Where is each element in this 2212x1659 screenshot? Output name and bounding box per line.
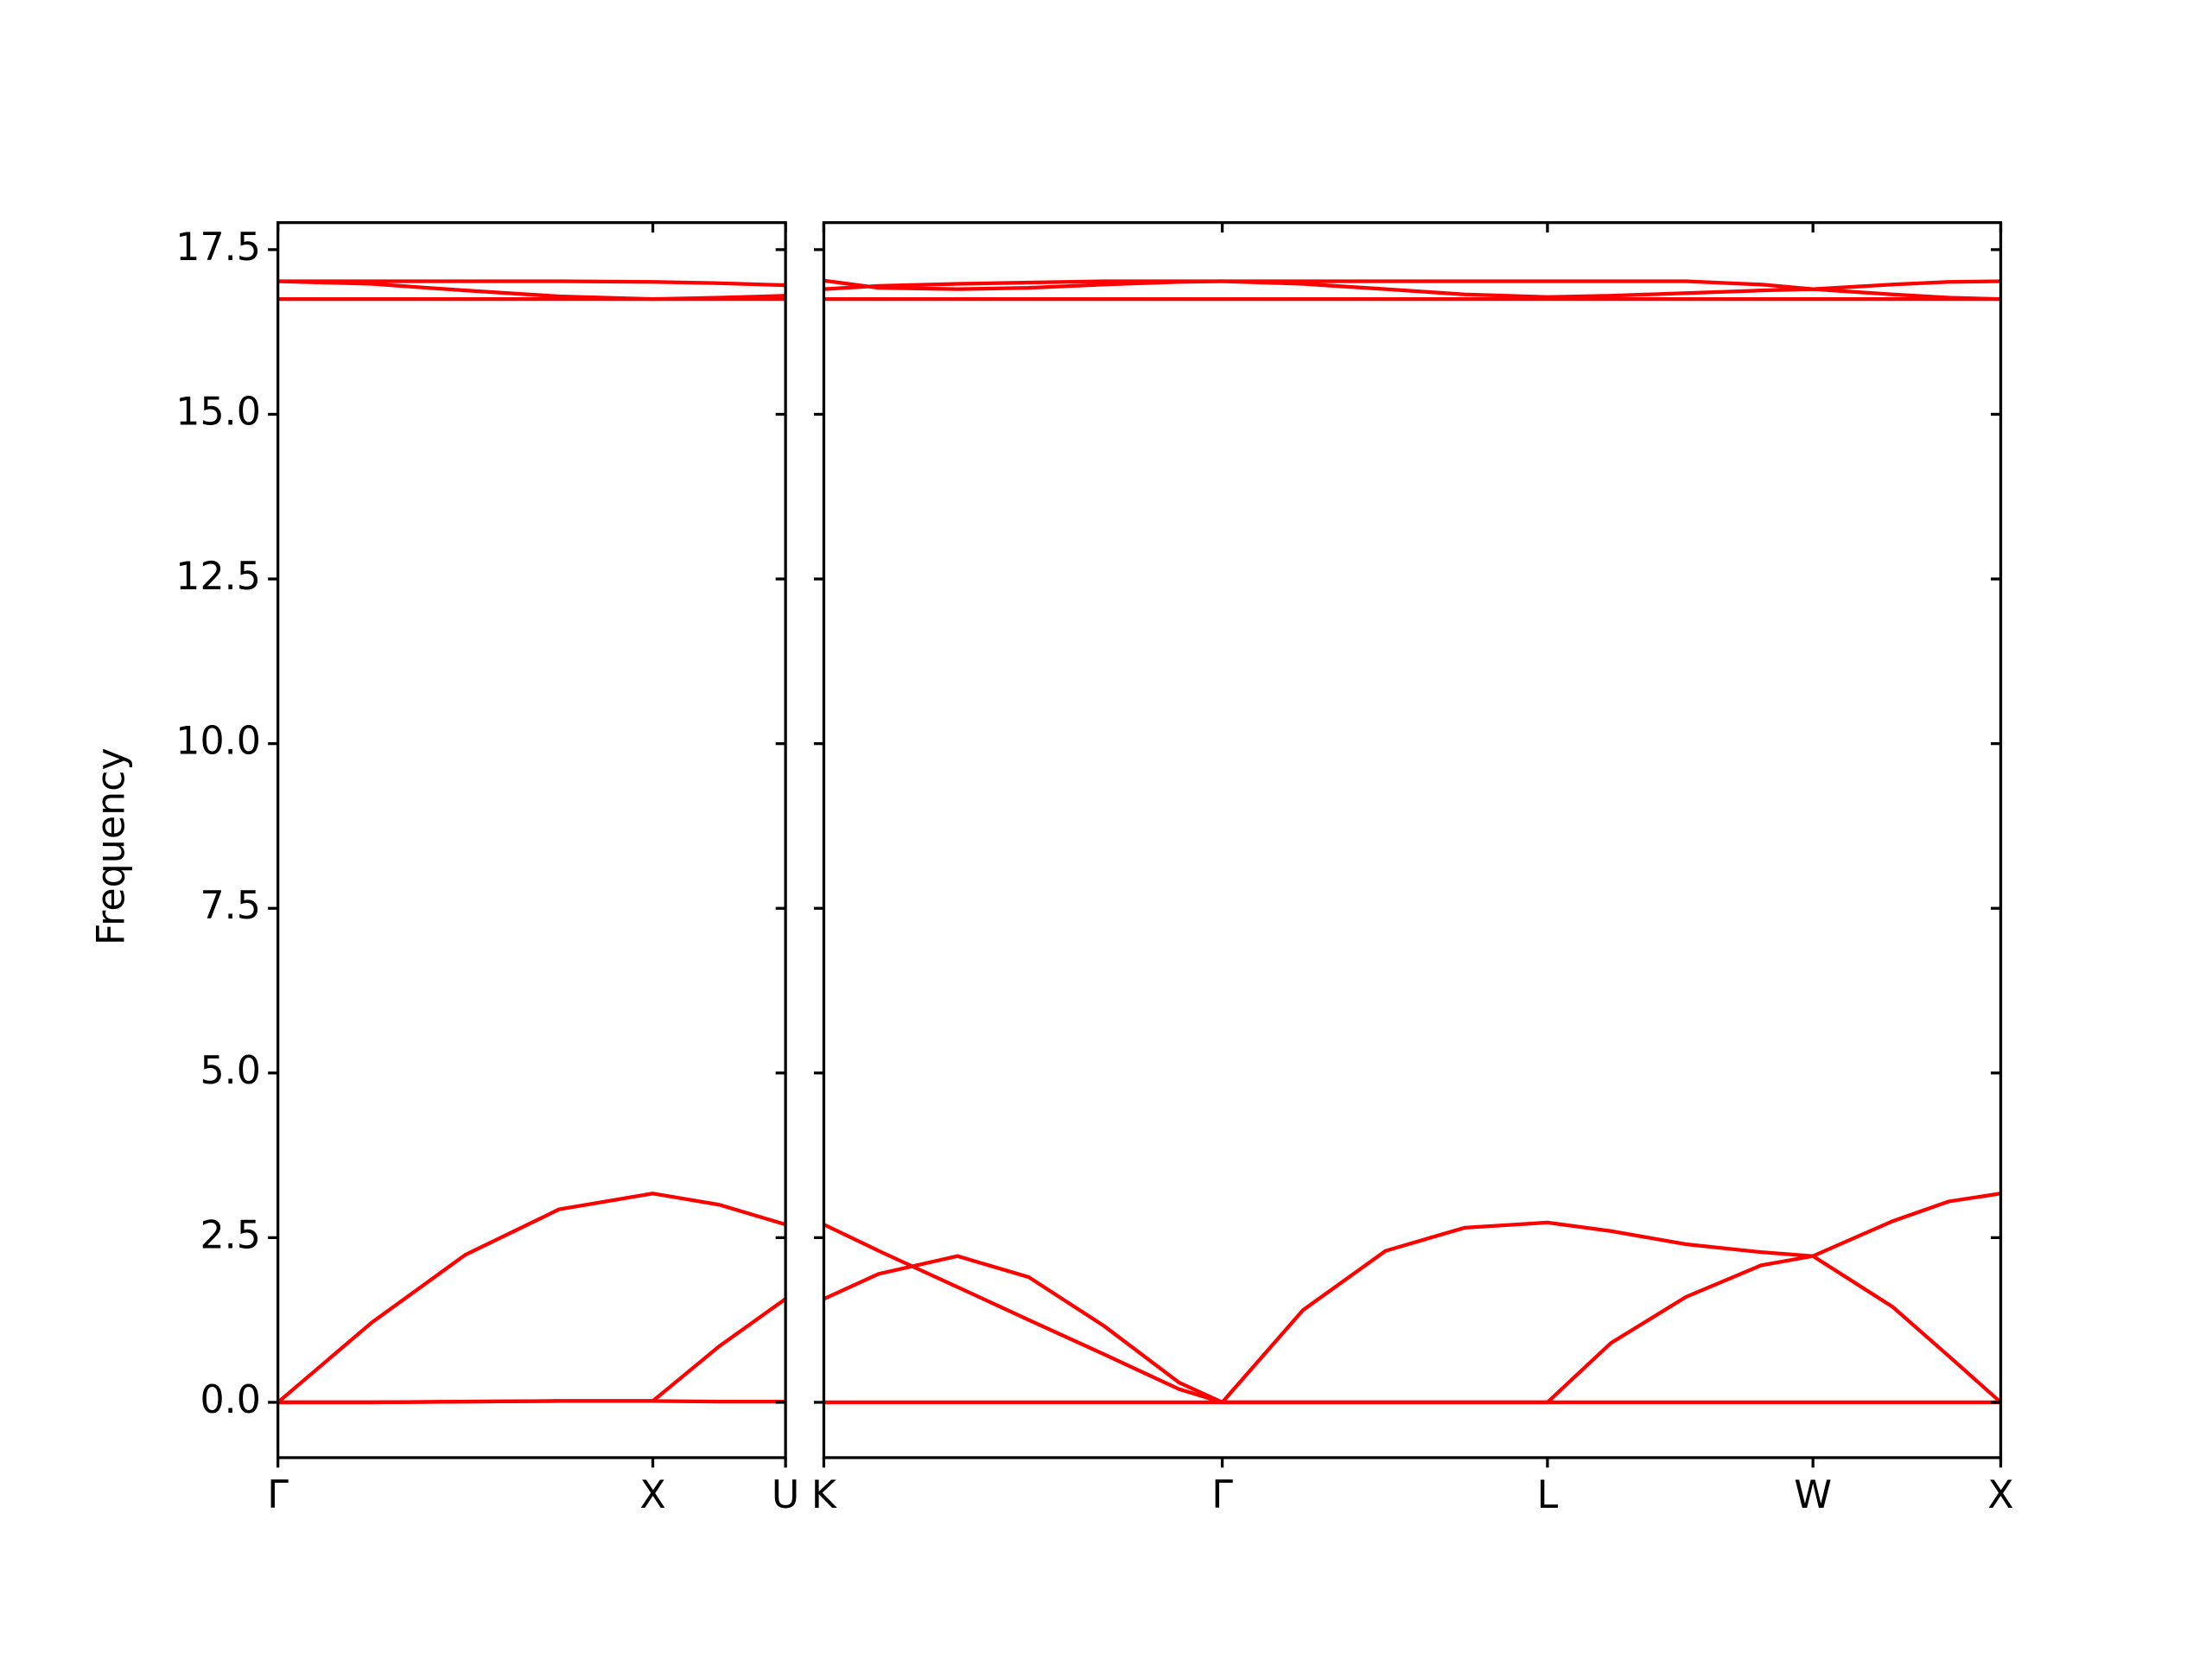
x-tick-label: U <box>772 1473 799 1517</box>
x-tick-label: W <box>1794 1473 1832 1517</box>
y-tick-label: 15.0 <box>175 390 261 434</box>
y-tick-label: 7.5 <box>200 884 260 928</box>
x-tick-label: Γ <box>1211 1473 1233 1517</box>
y-tick-label: 17.5 <box>175 226 261 270</box>
x-tick-label: X <box>639 1473 665 1517</box>
x-tick-label: L <box>1537 1473 1559 1517</box>
band-line <box>823 1192 2001 1405</box>
y-tick-label: 2.5 <box>200 1213 260 1257</box>
x-tick-label: K <box>811 1473 837 1517</box>
y-tick-label: 12.5 <box>175 555 261 599</box>
band-line <box>823 278 2001 291</box>
band-line <box>277 1297 787 1405</box>
plot-frame <box>276 221 787 1459</box>
y-tick-label: 5.0 <box>200 1049 260 1093</box>
y-tick-label: 0.0 <box>200 1378 260 1422</box>
x-tick-label: X <box>1987 1473 2013 1517</box>
band-line <box>823 1220 2002 1405</box>
band-line <box>277 279 786 288</box>
y-tick-label: 10.0 <box>175 720 261 764</box>
y-axis-label: Frequency <box>89 747 133 945</box>
band-line <box>276 1192 786 1404</box>
plot-frame <box>822 221 2003 1459</box>
x-tick-label: Γ <box>267 1473 289 1517</box>
band-line <box>277 279 786 302</box>
